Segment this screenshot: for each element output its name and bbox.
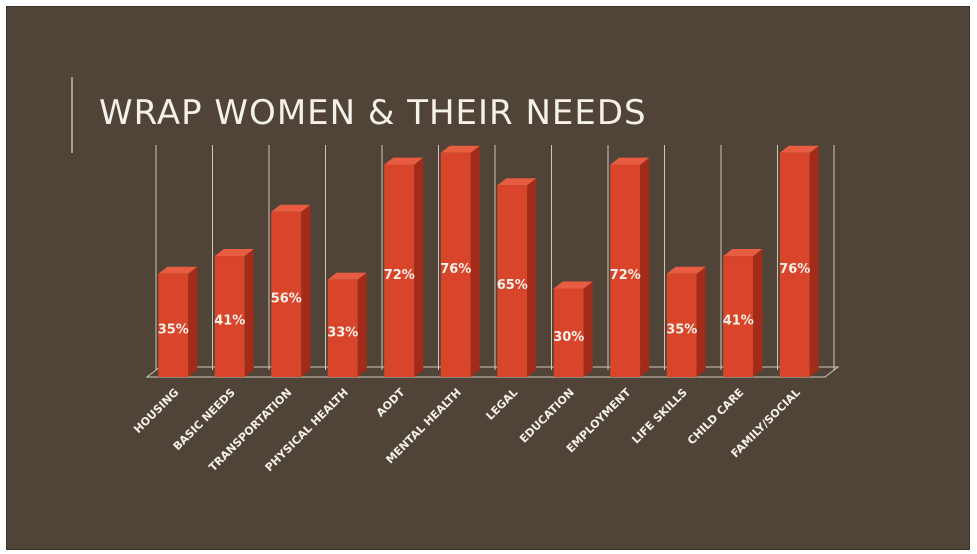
data-label: 65% — [497, 278, 528, 293]
category-label: HOUSING — [131, 386, 181, 436]
bar — [610, 157, 650, 377]
bar — [158, 266, 198, 377]
bar-front — [271, 211, 302, 377]
bar-side — [809, 145, 819, 377]
bar-top — [666, 266, 706, 274]
bar-side — [414, 157, 424, 377]
bar-side — [244, 249, 254, 377]
bar-side — [188, 266, 198, 377]
bar-front — [384, 164, 415, 377]
chart-floor — [145, 366, 840, 378]
bar — [553, 281, 593, 377]
bar — [723, 249, 763, 377]
bar-side — [301, 204, 311, 377]
data-label: 41% — [723, 314, 754, 329]
category-label: EDUCATION — [517, 386, 577, 446]
bar — [271, 204, 311, 377]
data-label: 33% — [327, 325, 358, 340]
bar-side — [527, 178, 537, 377]
bar-front — [553, 288, 584, 377]
data-label: 72% — [610, 268, 641, 283]
bar — [779, 145, 819, 377]
category-label: AODT — [374, 386, 408, 420]
data-label: 35% — [666, 322, 697, 337]
data-label: 76% — [440, 262, 471, 277]
slide-title: WRAP WOMEN & THEIR NEEDS — [99, 93, 647, 133]
bar-top — [610, 157, 650, 165]
title-accent-rule — [71, 77, 73, 153]
bar — [214, 249, 254, 377]
bar-side — [357, 272, 367, 377]
bar-front — [666, 273, 697, 377]
bar-side — [753, 249, 763, 377]
bar-side — [696, 266, 706, 377]
data-label: 76% — [779, 262, 810, 277]
category-label: LEGAL — [484, 386, 521, 423]
bar-top — [497, 178, 537, 186]
bar — [497, 178, 537, 377]
data-label: 72% — [384, 268, 415, 283]
bar-front — [779, 152, 810, 377]
bar-top — [327, 272, 367, 280]
data-label: 41% — [214, 314, 245, 329]
category-label: LIFE SKILLS — [629, 386, 689, 446]
bar — [327, 272, 367, 377]
bar-side — [640, 157, 650, 377]
bar — [666, 266, 706, 377]
bar-front — [440, 152, 471, 377]
bar — [384, 157, 424, 377]
bar — [440, 145, 480, 377]
bar-front — [327, 279, 358, 377]
data-label: 30% — [553, 330, 584, 345]
data-label: 35% — [158, 322, 189, 337]
bar-top — [214, 249, 254, 257]
bar-top — [271, 204, 311, 212]
bar-side — [470, 145, 480, 377]
bar-side — [583, 281, 593, 377]
bar-front — [214, 256, 245, 377]
slide: WRAP WOMEN & THEIR NEEDS 35% HOUSING 41% BA… — [6, 6, 970, 550]
bar-front — [158, 273, 189, 377]
bar-top — [779, 145, 819, 153]
category-label: CHILD CARE — [685, 386, 746, 447]
bar-top — [553, 281, 593, 289]
data-label: 56% — [271, 291, 302, 306]
bar-top — [158, 266, 198, 274]
bar-top — [723, 249, 763, 257]
bar-front — [610, 164, 641, 377]
bar-front — [497, 185, 528, 377]
bar-front — [723, 256, 754, 377]
bar-top — [384, 157, 424, 165]
bar-top — [440, 145, 480, 153]
